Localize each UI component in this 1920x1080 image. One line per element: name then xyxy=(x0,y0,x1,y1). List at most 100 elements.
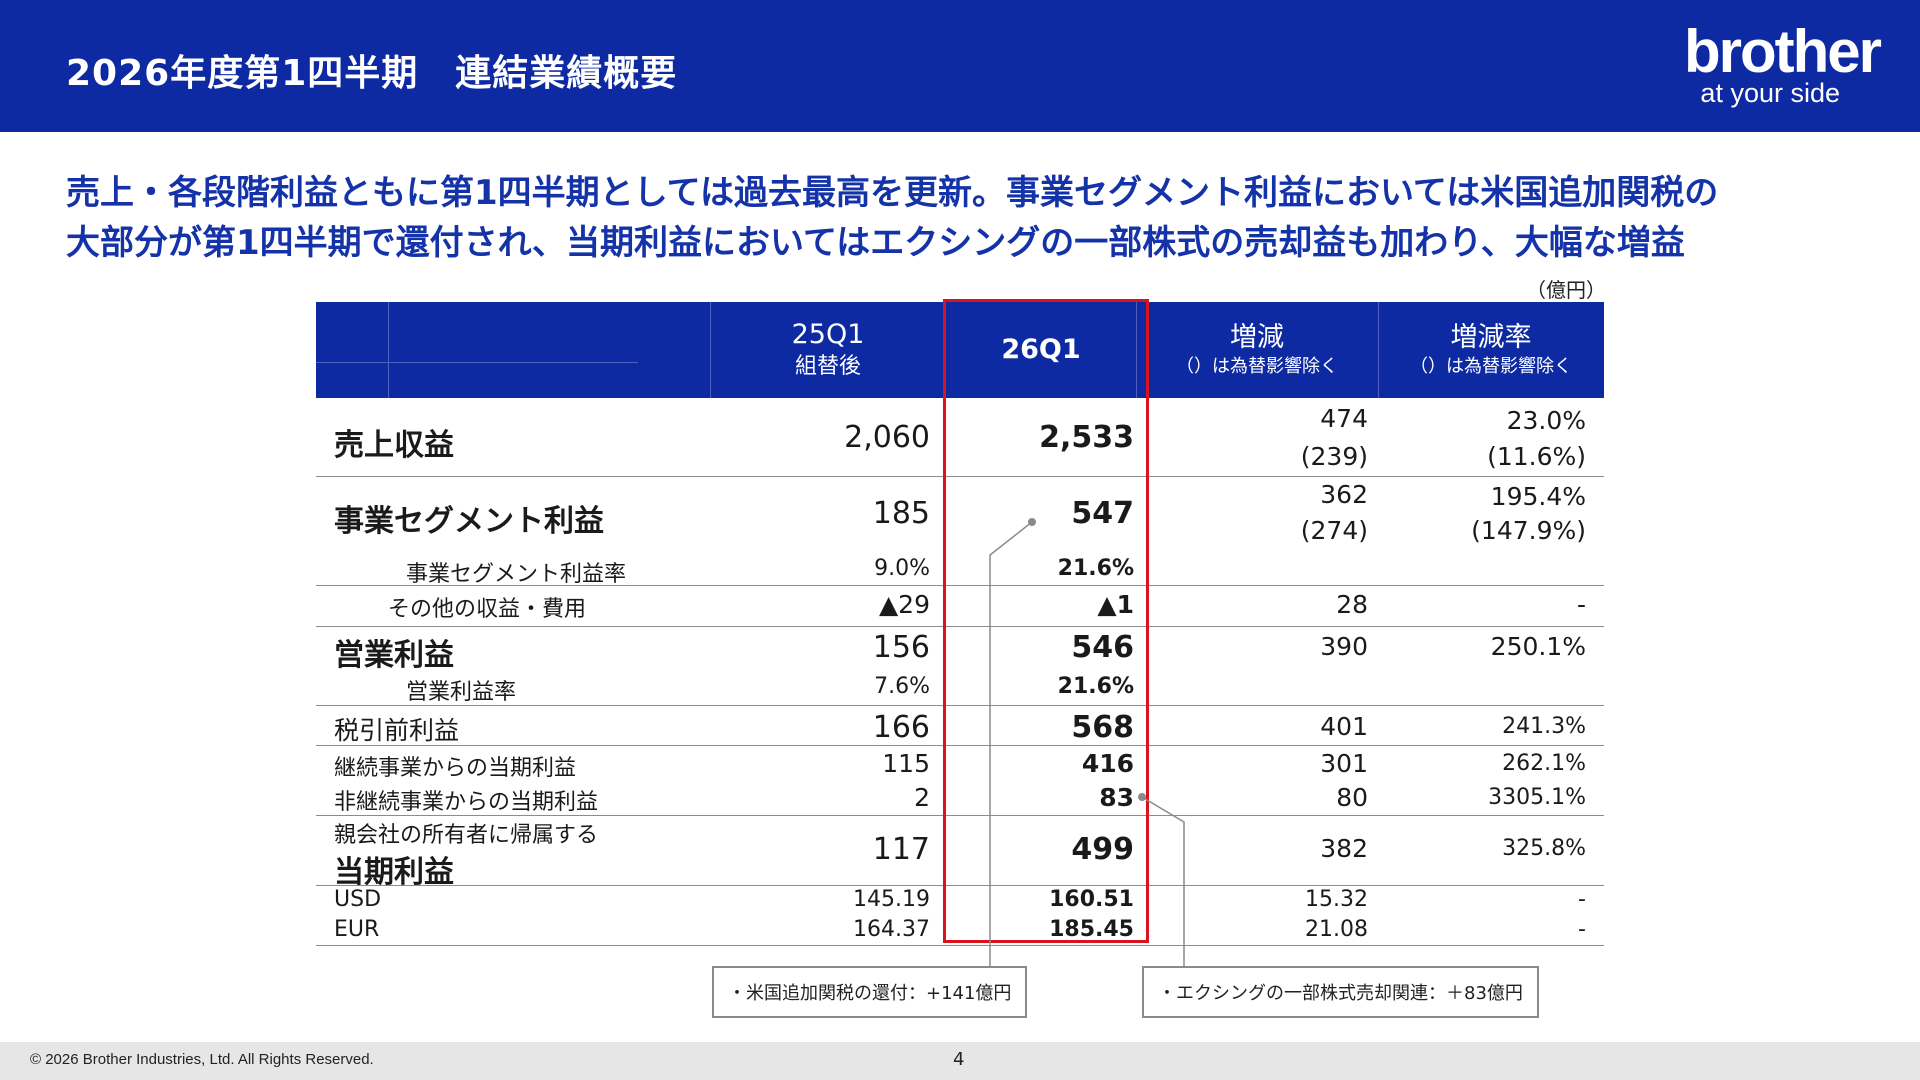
value-curr: 546 xyxy=(1071,630,1134,665)
value-prev: 164.37 xyxy=(853,917,930,942)
unit-label: （億円） xyxy=(1526,278,1606,302)
value-diff: 362 xyxy=(1320,480,1368,509)
value-prev: 2,060 xyxy=(844,420,930,455)
header-rate-main: 増減率 xyxy=(1450,322,1532,353)
header-prev-main: 25Q1 xyxy=(791,319,865,350)
value-rate: 23.0% xyxy=(1506,406,1586,435)
value-diff: 390 xyxy=(1320,632,1368,661)
value-diff: 401 xyxy=(1320,712,1368,741)
row-label: 売上収益 xyxy=(334,428,454,463)
value-rate-fx: (11.6%) xyxy=(1487,442,1586,471)
row-divider xyxy=(316,705,1604,706)
row-label-bottom: 当期利益 xyxy=(334,855,454,890)
value-diff: 21.08 xyxy=(1305,917,1368,942)
value-prev: 115 xyxy=(882,749,930,778)
value-rate: - xyxy=(1578,887,1586,912)
header-diff-note: （）は為替影響除く xyxy=(1176,356,1338,377)
header-diff: 増減 （）は為替影響除く xyxy=(1136,302,1378,398)
header-bar: 2026年度第1四半期 連結業績概要 brother at your side xyxy=(0,0,1920,132)
leader-line-xing xyxy=(1141,796,1185,974)
current-quarter-highlight xyxy=(943,299,1149,943)
value-curr: 160.51 xyxy=(1049,887,1134,912)
brother-logo: brother at your side xyxy=(1684,18,1882,109)
headline: 売上・各段階利益ともに第1四半期としては過去最高を更新。事業セグメント利益におい… xyxy=(66,168,1866,268)
value-rate: 241.3% xyxy=(1502,714,1586,739)
value-prev: 9.0% xyxy=(874,556,930,581)
value-prev: ▲29 xyxy=(878,590,930,619)
row-label: その他の収益・費用 xyxy=(388,597,587,622)
value-rate: 3305.1% xyxy=(1488,785,1586,810)
leader-dot-tariff xyxy=(1028,518,1036,526)
header-divider xyxy=(388,302,389,398)
value-curr: 21.6% xyxy=(1057,556,1134,581)
logo-brand: brother xyxy=(1684,18,1882,85)
value-prev: 145.19 xyxy=(853,887,930,912)
row-divider xyxy=(316,626,1604,627)
value-curr: 568 xyxy=(1071,710,1134,745)
header-prev-sub: 組替後 xyxy=(794,354,861,379)
footer: © 2026 Brother Industries, Ltd. All Righ… xyxy=(0,1042,1920,1080)
row-label: 営業利益率 xyxy=(406,680,517,705)
row-label: 非継続事業からの当期利益 xyxy=(334,790,599,815)
row-divider xyxy=(316,745,1604,746)
callout-xing-sale: ・エクシングの一部株式売却関連：＋83億円 xyxy=(1142,966,1539,1018)
headline-line-2: 大部分が第1四半期で還付され、当期利益においてはエクシングの一部株式の売却益も加… xyxy=(66,223,1685,263)
header-divider xyxy=(1378,302,1379,398)
row-label-top: 親会社の所有者に帰属する xyxy=(334,823,599,848)
copyright: © 2026 Brother Industries, Ltd. All Righ… xyxy=(30,1051,374,1068)
header-divider xyxy=(1136,302,1137,398)
header-divider xyxy=(316,362,638,363)
row-label: 継続事業からの当期利益 xyxy=(334,756,577,781)
value-curr: 499 xyxy=(1071,832,1134,867)
page-number: 4 xyxy=(953,1049,965,1070)
row-divider xyxy=(316,476,1604,477)
value-curr: 2,533 xyxy=(1039,420,1134,455)
leader-dot-xing xyxy=(1138,793,1146,801)
row-divider xyxy=(316,815,1604,816)
value-prev: 117 xyxy=(872,832,930,867)
row-label: 事業セグメント利益率 xyxy=(406,562,627,587)
row-divider xyxy=(316,945,1604,946)
value-diff: 474 xyxy=(1320,404,1368,433)
value-curr: 416 xyxy=(1081,749,1134,778)
row-divider xyxy=(316,885,1604,886)
row-label: 税引前利益 xyxy=(334,716,460,745)
value-curr: 185.45 xyxy=(1049,917,1134,942)
header-rate: 増減率 （）は為替影響除く xyxy=(1378,302,1604,398)
value-prev: 185 xyxy=(872,496,930,531)
value-diff-fx: (239) xyxy=(1300,442,1368,471)
header-diff-main: 増減 xyxy=(1230,322,1284,353)
row-label: USD xyxy=(334,887,382,912)
header-rate-note: （）は為替影響除く xyxy=(1410,356,1572,377)
value-diff: 382 xyxy=(1320,834,1368,863)
row-label: 営業利益 xyxy=(334,638,454,673)
header-curr-main: 26Q1 xyxy=(1001,334,1081,365)
header-prev: 25Q1 組替後 xyxy=(710,302,946,398)
value-rate: 195.4% xyxy=(1490,482,1586,511)
value-rate: 325.8% xyxy=(1502,836,1586,861)
value-rate-fx: (147.9%) xyxy=(1471,516,1586,545)
value-diff: 28 xyxy=(1336,590,1368,619)
value-prev: 166 xyxy=(872,710,930,745)
value-diff-fx: (274) xyxy=(1300,516,1368,545)
page-title: 2026年度第1四半期 連結業績概要 xyxy=(66,53,678,94)
leader-line-tariff xyxy=(989,521,1033,974)
header-divider xyxy=(710,302,711,398)
table-header: 25Q1 組替後 26Q1 増減 （）は為替影響除く 増減率 （）は為替影響除く xyxy=(316,302,1604,398)
value-curr: 547 xyxy=(1071,496,1134,531)
value-prev: 7.6% xyxy=(874,674,930,699)
value-rate: - xyxy=(1578,917,1586,942)
value-curr: ▲1 xyxy=(1097,590,1134,619)
value-diff: 301 xyxy=(1320,749,1368,778)
row-divider xyxy=(316,585,1604,586)
value-prev: 156 xyxy=(872,630,930,665)
value-curr: 83 xyxy=(1099,783,1134,812)
row-label: 事業セグメント利益 xyxy=(334,504,604,539)
value-diff: 15.32 xyxy=(1305,887,1368,912)
row-label: EUR xyxy=(334,917,380,942)
value-diff: 80 xyxy=(1336,783,1368,812)
header-curr: 26Q1 xyxy=(946,302,1136,398)
value-rate: 250.1% xyxy=(1490,632,1586,661)
headline-line-1: 売上・各段階利益ともに第1四半期としては過去最高を更新。事業セグメント利益におい… xyxy=(66,173,1719,213)
logo-tagline: at your side xyxy=(1700,78,1840,108)
